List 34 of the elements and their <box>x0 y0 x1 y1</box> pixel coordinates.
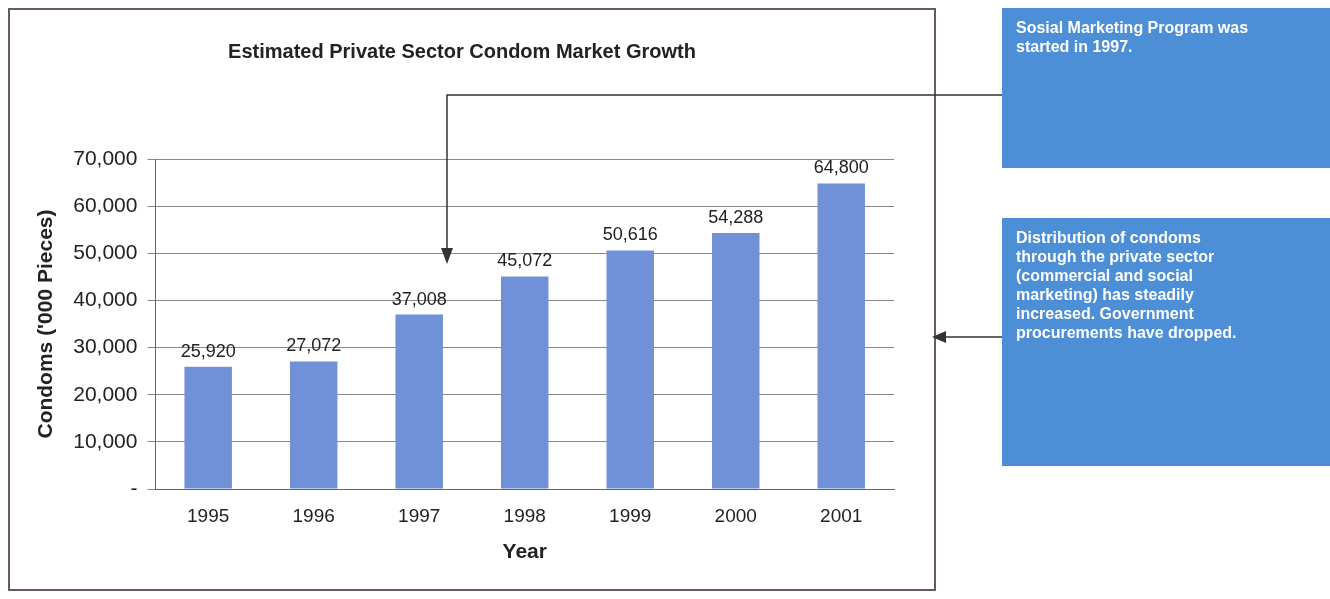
x-axis-title: Year <box>502 539 547 563</box>
text: Distribution of condoms through the private sector (commercial and social marketing) has steadily increased. Government procurements have dropped. <box>1002 218 1330 466</box>
bar <box>606 250 654 489</box>
y-tick-label: 60,000 <box>73 192 138 216</box>
data-label: 64,800 <box>813 157 869 178</box>
x-tick-label: 1995 <box>187 504 230 526</box>
bar <box>184 366 232 489</box>
x-tick-label: 1999 <box>609 504 652 526</box>
x-tick-label: 2001 <box>820 504 863 526</box>
x-tick-label: 1998 <box>503 504 546 526</box>
y-tick-label: - <box>130 475 138 499</box>
bar <box>289 361 338 489</box>
bar <box>395 314 443 489</box>
y-tick-label: 40,000 <box>73 287 138 311</box>
x-tick-label: 2000 <box>714 504 757 526</box>
bar <box>817 183 865 489</box>
data-label: 45,072 <box>497 250 553 271</box>
y-tick-label: 50,000 <box>73 240 138 264</box>
data-label: 27,072 <box>286 335 342 356</box>
data-label: 25,920 <box>180 340 236 361</box>
y-tick-label: 20,000 <box>73 381 138 405</box>
y-tick-label: 70,000 <box>73 145 138 169</box>
chart-title: Estimated Private Sector Condom Market Growth <box>228 39 696 62</box>
x-tick-label: 1996 <box>292 504 335 526</box>
x-tick-label: 1997 <box>398 504 441 526</box>
y-tick-label: 30,000 <box>73 334 138 358</box>
y-tick-label: 10,000 <box>73 428 138 452</box>
bar <box>500 276 549 489</box>
data-label: 37,008 <box>391 288 447 309</box>
data-label: 54,288 <box>708 207 764 228</box>
text: Sosial Marketing Program was started in 1997. <box>1002 8 1330 168</box>
y-axis-title: Condoms ('000 Pieces) <box>33 209 57 439</box>
data-label: 50,616 <box>602 224 658 245</box>
bar <box>712 233 760 489</box>
